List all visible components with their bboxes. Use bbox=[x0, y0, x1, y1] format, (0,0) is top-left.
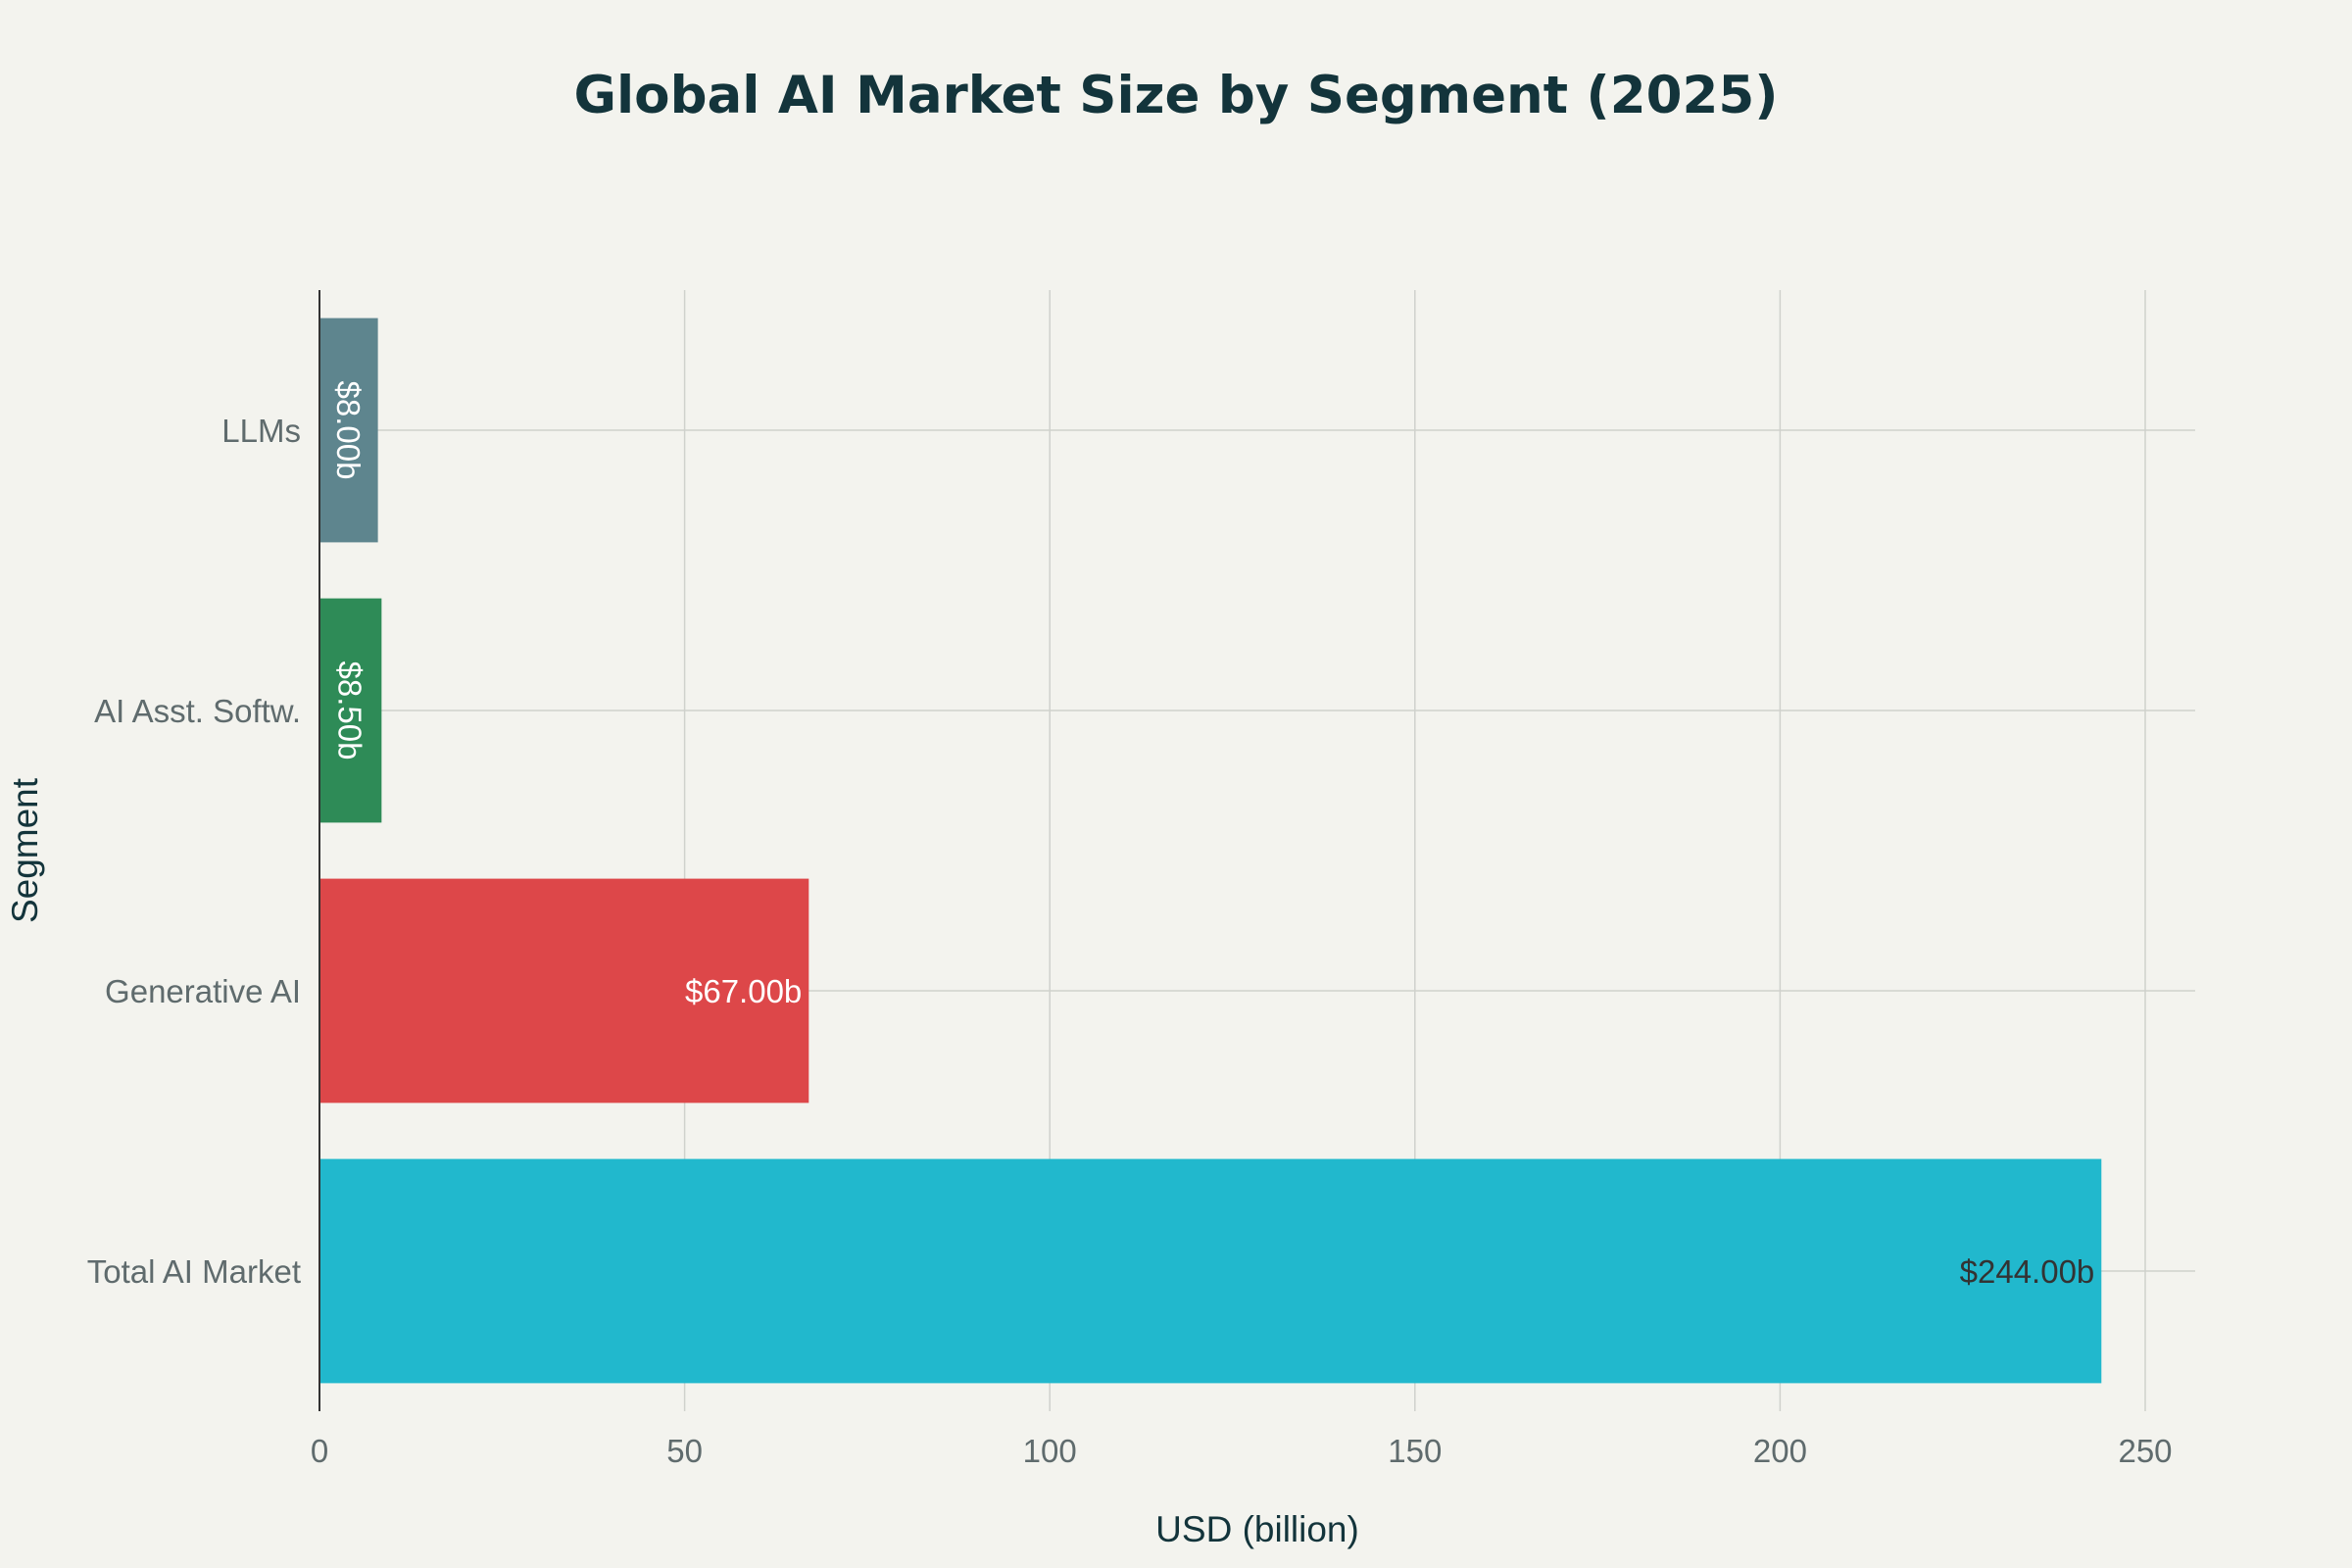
y-tick-labels: Total AI Market Generative AI AI Asst. Sof… bbox=[87, 413, 301, 1290]
bar-value-label-1: $67.00b bbox=[685, 973, 802, 1009]
y-tick-label-3: LLMs bbox=[221, 413, 301, 449]
bar-value-label-2: $8.50b bbox=[332, 662, 368, 760]
y-tick-label-0: Total AI Market bbox=[87, 1253, 301, 1290]
x-tick-label-3: 150 bbox=[1388, 1433, 1442, 1469]
y-tick-label-1: Generative AI bbox=[105, 973, 301, 1009]
y-tick-label-2: AI Asst. Softw. bbox=[94, 693, 301, 729]
chart-title: Global AI Market Size by Segment (2025) bbox=[573, 66, 1778, 125]
bar-1 bbox=[319, 878, 809, 1103]
x-axis-title: USD (billion) bbox=[1155, 1509, 1359, 1549]
x-tick-label-2: 100 bbox=[1023, 1433, 1077, 1469]
bars: $244.00b $67.00b $8.50b $8.00b bbox=[319, 318, 2102, 1384]
bar-3 bbox=[319, 318, 378, 543]
bar-value-label-0: $244.00b bbox=[1960, 1253, 2095, 1290]
bar-0 bbox=[319, 1158, 2102, 1384]
x-tick-labels: 0 50 100 150 200 250 bbox=[311, 1433, 2173, 1469]
y-axis-title: Segment bbox=[5, 777, 45, 923]
bar-value-label-3: $8.00b bbox=[330, 381, 367, 480]
x-tick-label-5: 250 bbox=[2118, 1433, 2172, 1469]
x-tick-label-0: 0 bbox=[311, 1433, 328, 1469]
x-tick-label-1: 50 bbox=[666, 1433, 703, 1469]
bar-2 bbox=[319, 598, 382, 823]
x-tick-label-4: 200 bbox=[1753, 1433, 1807, 1469]
